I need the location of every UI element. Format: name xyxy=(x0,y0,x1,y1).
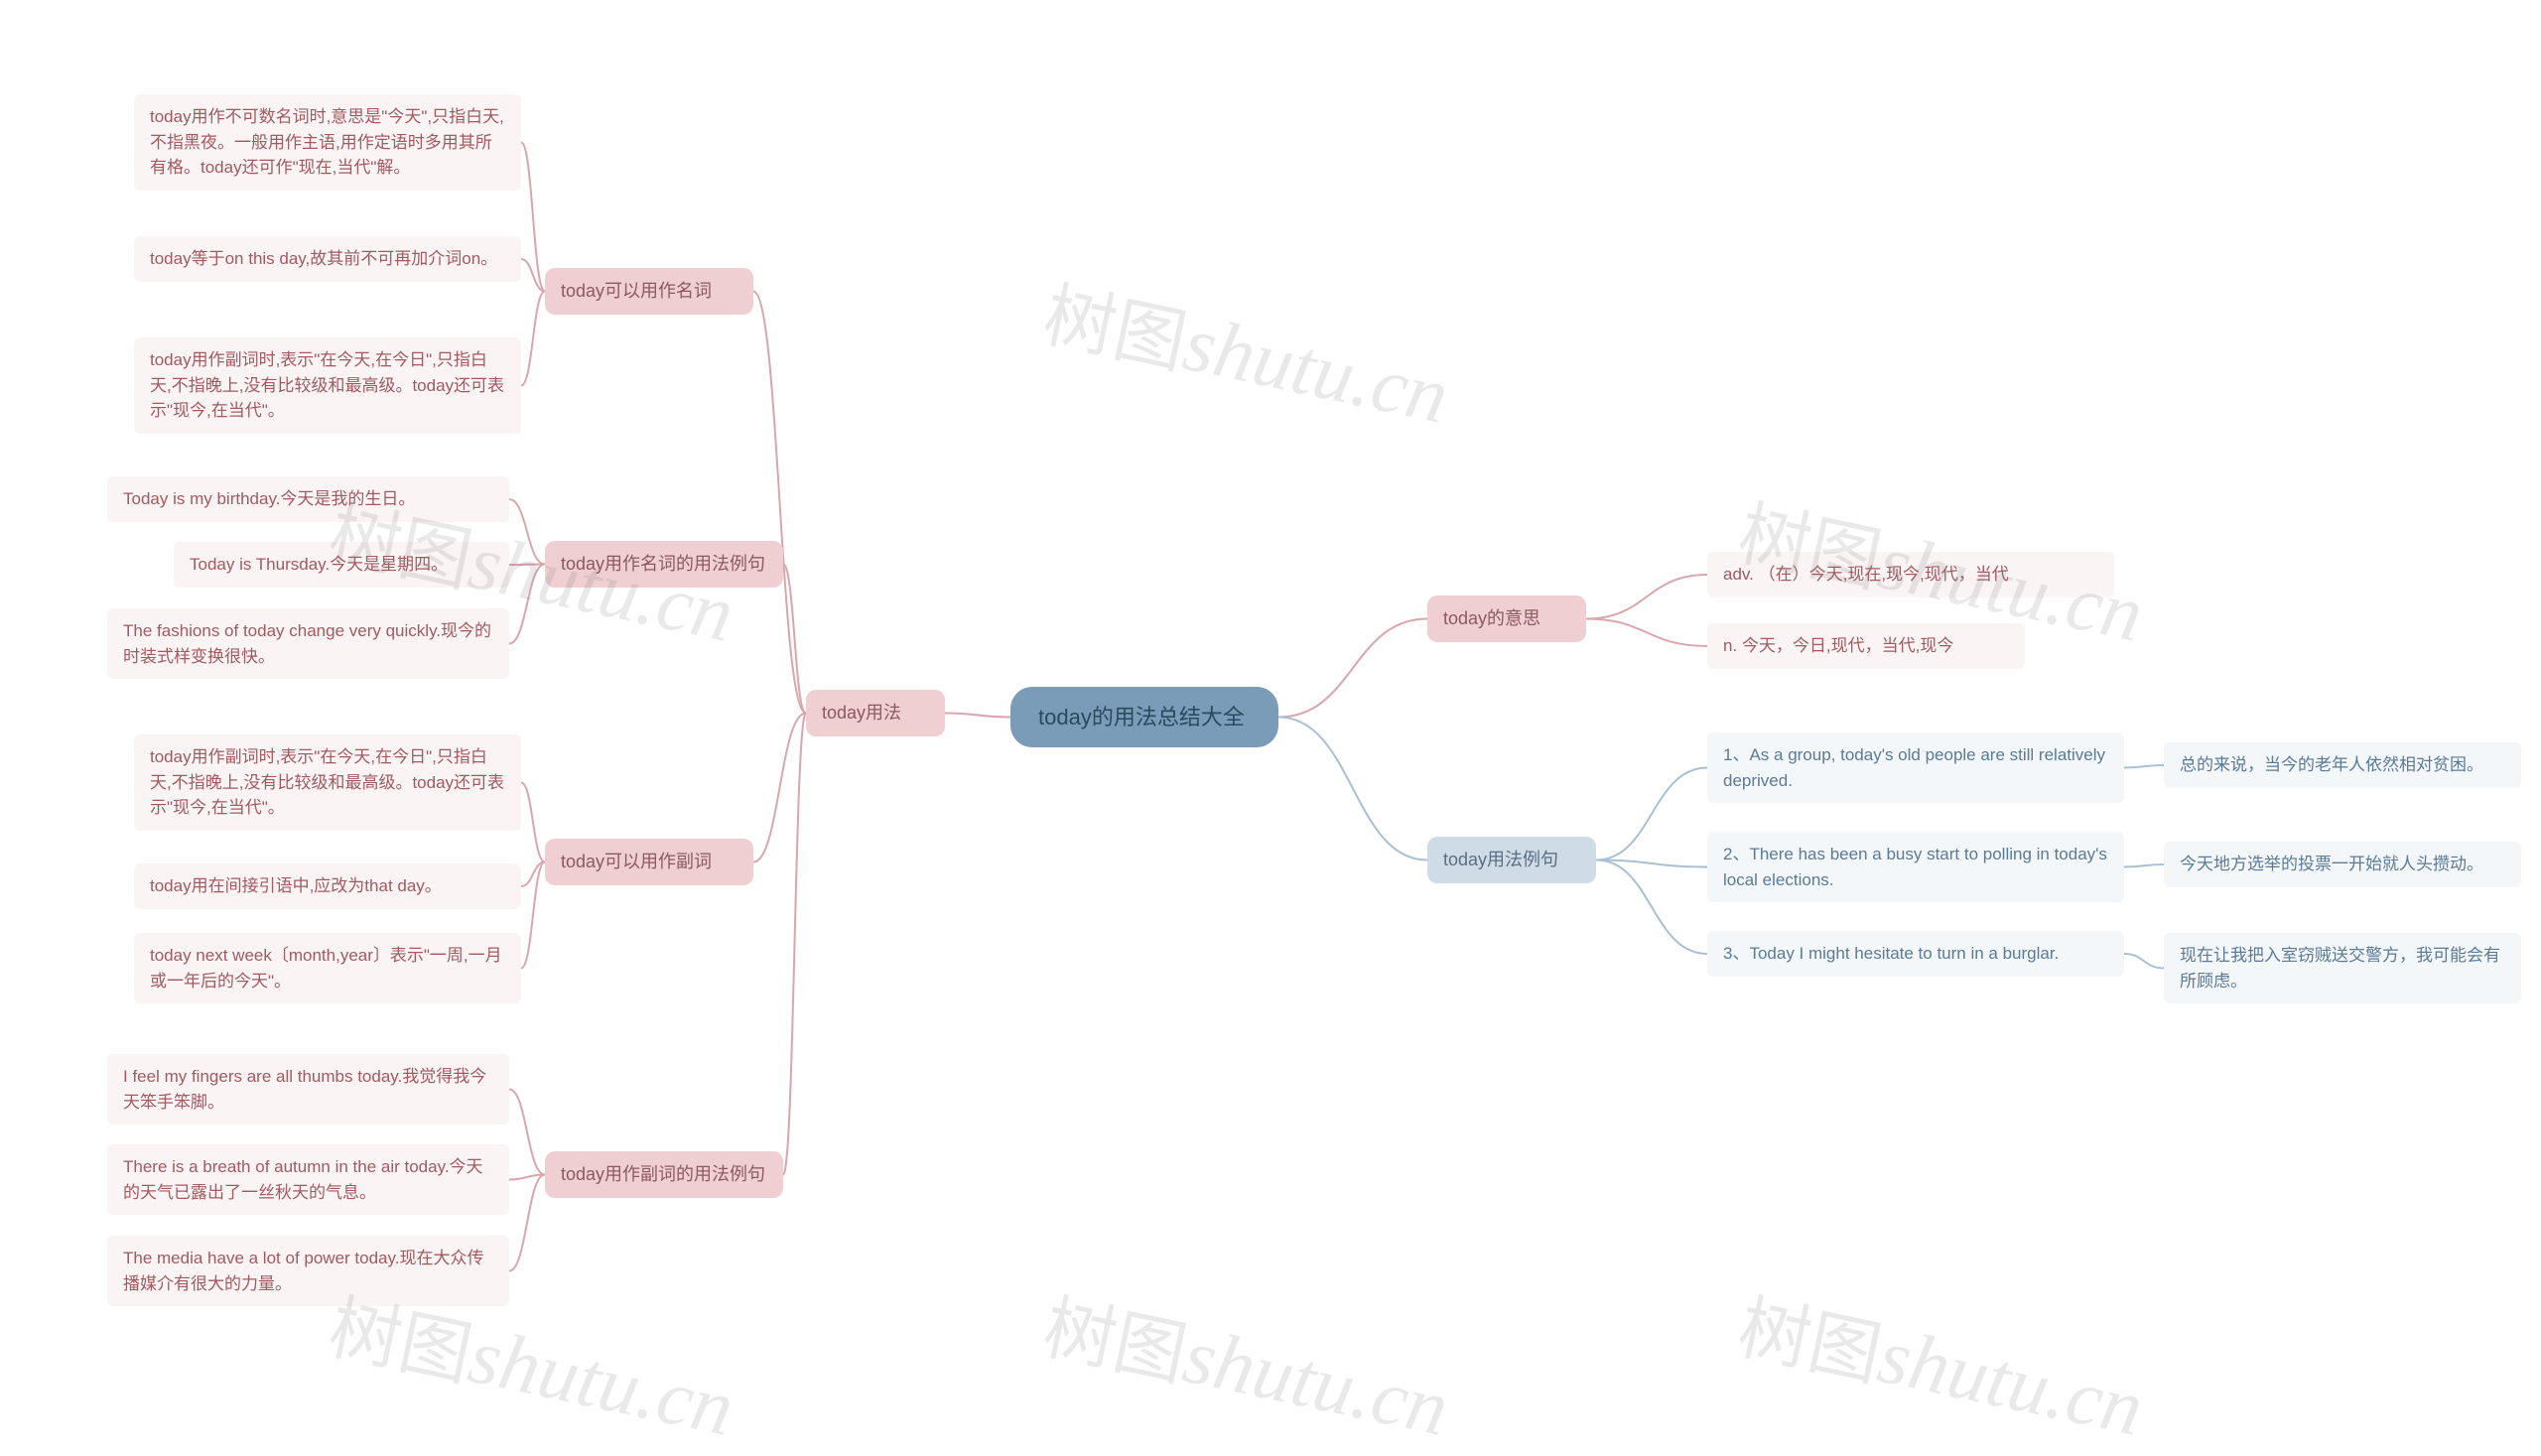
example-en: 2、There has been a busy start to polling… xyxy=(1707,832,2124,902)
noun-item: today用作副词时,表示"在今天,在今日",只指白天,不指晚上,没有比较级和最… xyxy=(134,337,521,434)
noun-heading: today可以用作名词 xyxy=(545,268,753,315)
example-zh: 现在让我把入室窃贼送交警方，我可能会有所顾虑。 xyxy=(2164,933,2521,1003)
meaning-item: n. 今天，今日,现代，当代,现今 xyxy=(1707,623,2025,669)
examples-node: today用法例句 xyxy=(1427,837,1596,883)
noun-examples-heading: today用作名词的用法例句 xyxy=(545,541,783,588)
adverb-item: today next week〔month,year〕表示"一周,一月或一年后的… xyxy=(134,933,521,1003)
root-node: today的用法总结大全 xyxy=(1010,687,1278,747)
noun-item: today等于on this day,故其前不可再加介词on。 xyxy=(134,236,521,282)
meaning-node: today的意思 xyxy=(1427,596,1586,642)
example-zh: 今天地方选举的投票一开始就人头攒动。 xyxy=(2164,842,2521,887)
adverb-example: The media have a lot of power today.现在大众… xyxy=(107,1236,509,1306)
noun-item: today用作不可数名词时,意思是"今天",只指白天,不指黑夜。一般用作主语,用… xyxy=(134,94,521,191)
adverb-example: There is a breath of autumn in the air t… xyxy=(107,1144,509,1215)
example-en: 3、Today I might hesitate to turn in a bu… xyxy=(1707,931,2124,977)
usage-node: today用法 xyxy=(806,690,945,736)
noun-example: The fashions of today change very quickl… xyxy=(107,608,509,679)
watermark: 树图shutu.cn xyxy=(1036,256,1459,444)
adverb-item: today用作副词时,表示"在今天,在今日",只指白天,不指晚上,没有比较级和最… xyxy=(134,734,521,831)
noun-example: Today is my birthday.今天是我的生日。 xyxy=(107,476,509,522)
adverb-heading: today可以用作副词 xyxy=(545,839,753,885)
noun-example: Today is Thursday.今天是星期四。 xyxy=(174,542,509,588)
example-en: 1、As a group, today's old people are sti… xyxy=(1707,732,2124,803)
watermark: 树图shutu.cn xyxy=(1731,1268,2154,1456)
meaning-item: adv. （在）今天,现在,现今,现代，当代 xyxy=(1707,552,2114,597)
adverb-item: today用在间接引语中,应改为that day。 xyxy=(134,863,521,909)
example-zh: 总的来说，当今的老年人依然相对贫困。 xyxy=(2164,742,2521,788)
watermark: 树图shutu.cn xyxy=(1036,1268,1459,1456)
adverb-example: I feel my fingers are all thumbs today.我… xyxy=(107,1054,509,1125)
adverb-examples-heading: today用作副词的用法例句 xyxy=(545,1151,783,1198)
